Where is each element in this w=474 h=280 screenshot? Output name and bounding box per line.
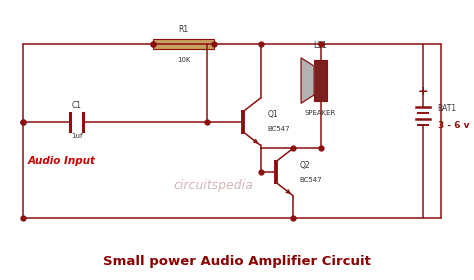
- Text: circuitspedia: circuitspedia: [174, 179, 254, 192]
- Text: Q2: Q2: [300, 161, 310, 170]
- Text: BC547: BC547: [267, 127, 290, 132]
- Bar: [154, 39, 214, 49]
- Text: Audio Input: Audio Input: [28, 156, 96, 165]
- Text: BC547: BC547: [300, 177, 322, 183]
- Text: C1: C1: [72, 101, 82, 110]
- Polygon shape: [301, 58, 314, 103]
- Bar: [314, 60, 327, 101]
- Text: 1uf: 1uf: [71, 133, 82, 139]
- Text: R1: R1: [179, 25, 189, 34]
- Text: LS1: LS1: [314, 41, 328, 50]
- Text: 3 - 6 v: 3 - 6 v: [438, 121, 469, 130]
- Text: 10K: 10K: [177, 57, 191, 63]
- Text: SPEAKER: SPEAKER: [305, 110, 336, 116]
- Text: Q1: Q1: [267, 110, 278, 119]
- Text: Small power Audio Amplifier Circuit: Small power Audio Amplifier Circuit: [103, 255, 371, 268]
- Text: +: +: [418, 85, 428, 99]
- Text: BAT1: BAT1: [438, 104, 457, 113]
